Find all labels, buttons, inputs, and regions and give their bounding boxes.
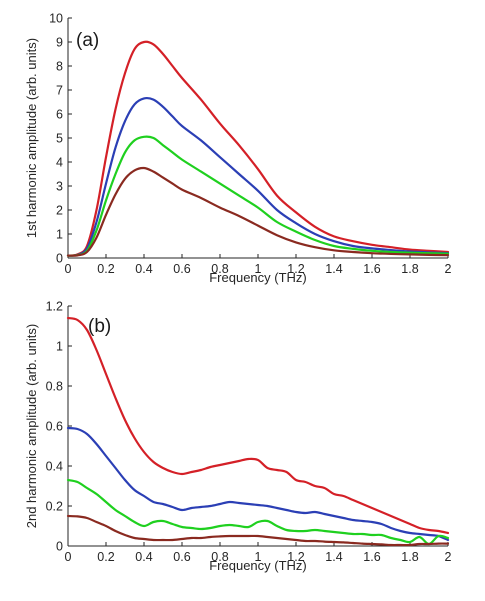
x-axis-label-b: Frequency (THz)	[209, 558, 307, 573]
x-tick-label-b: 1.2	[287, 550, 304, 564]
panel-label-a: (a)	[76, 30, 99, 51]
x-tick-label-a: 1.6	[363, 262, 380, 276]
y-tick-label-b: 0.4	[46, 460, 63, 474]
series-line-b-3	[66, 478, 450, 546]
y-tick-label-a: 7	[56, 84, 63, 98]
x-tick-label-a: 2	[445, 262, 452, 276]
panel-label-b: (b)	[88, 316, 111, 337]
y-tick-label-b: 1.2	[46, 300, 63, 314]
series-line-a-2	[66, 96, 450, 257]
y-tick-label-a: 6	[56, 108, 63, 122]
series-line-b-1	[66, 316, 450, 535]
x-tick-label-b: 0.6	[173, 550, 190, 564]
y-tick-label-b: 0.6	[46, 420, 63, 434]
y-tick-label-a: 3	[56, 180, 63, 194]
y-tick-label-b: 1	[56, 340, 63, 354]
panel-a: 0 0.2 0.4 0.6 0.8 1 1.2 1.4 1.6 1.8 2 0 1 2 3 4 5 6 7 8 9 10 (…	[24, 12, 452, 286]
x-tick-label-a: 1.4	[325, 262, 342, 276]
y-tick-label-b: 0	[56, 540, 63, 554]
y-tick-label-a: 10	[49, 12, 63, 26]
x-tick-label-a: 0.6	[173, 262, 190, 276]
y-tick-label-a: 0	[56, 252, 63, 266]
x-tick-label-a: 1.8	[401, 262, 418, 276]
x-tick-label-b: 1	[255, 550, 262, 564]
x-tick-label-b: 1.4	[325, 550, 342, 564]
x-tick-label-b: 0.8	[211, 550, 228, 564]
x-tick-label-b: 0.4	[135, 550, 152, 564]
y-tick-label-a: 5	[56, 132, 63, 146]
series-line-a-1	[66, 40, 450, 257]
y-tick-label-a: 9	[56, 36, 63, 50]
y-tick-label-b: 0.2	[46, 500, 63, 514]
x-tick-label-a: 0.4	[135, 262, 152, 276]
x-tick-label-a: 0.8	[211, 262, 228, 276]
y-tick-label-a: 1	[56, 228, 63, 242]
x-tick-label-b: 0.2	[97, 550, 114, 564]
series-line-a-3	[66, 135, 450, 257]
panel-b: 0 0.2 0.4 0.6 0.8 1 1.2 1.4 1.6 1.8 2 0 0.2 0.4 0.6 0.8…	[24, 300, 452, 574]
x-tick-label-a: 1.2	[287, 262, 304, 276]
x-tick-label-a: 0	[65, 262, 72, 276]
y-axis-label-a: 1st harmonic amplitude (arb. units)	[24, 38, 39, 238]
x-tick-label-a: 1	[255, 262, 262, 276]
x-tick-label-b: 0	[65, 550, 72, 564]
x-tick-label-b: 2	[445, 550, 452, 564]
x-tick-label-a: 0.2	[97, 262, 114, 276]
series-line-b-4	[66, 514, 450, 547]
y-axis-label-b: 2nd harmonic amplitude (arb. units)	[24, 324, 39, 529]
x-tick-label-b: 1.6	[363, 550, 380, 564]
y-tick-label-a: 2	[56, 204, 63, 218]
x-axis-label-a: Frequency (THz)	[209, 270, 307, 285]
y-tick-label-b: 0.8	[46, 380, 63, 394]
series-line-b-2	[66, 426, 450, 542]
series-line-a-4	[66, 166, 450, 257]
y-tick-label-a: 4	[56, 156, 63, 170]
x-tick-label-b: 1.8	[401, 550, 418, 564]
y-tick-label-a: 8	[56, 60, 63, 74]
